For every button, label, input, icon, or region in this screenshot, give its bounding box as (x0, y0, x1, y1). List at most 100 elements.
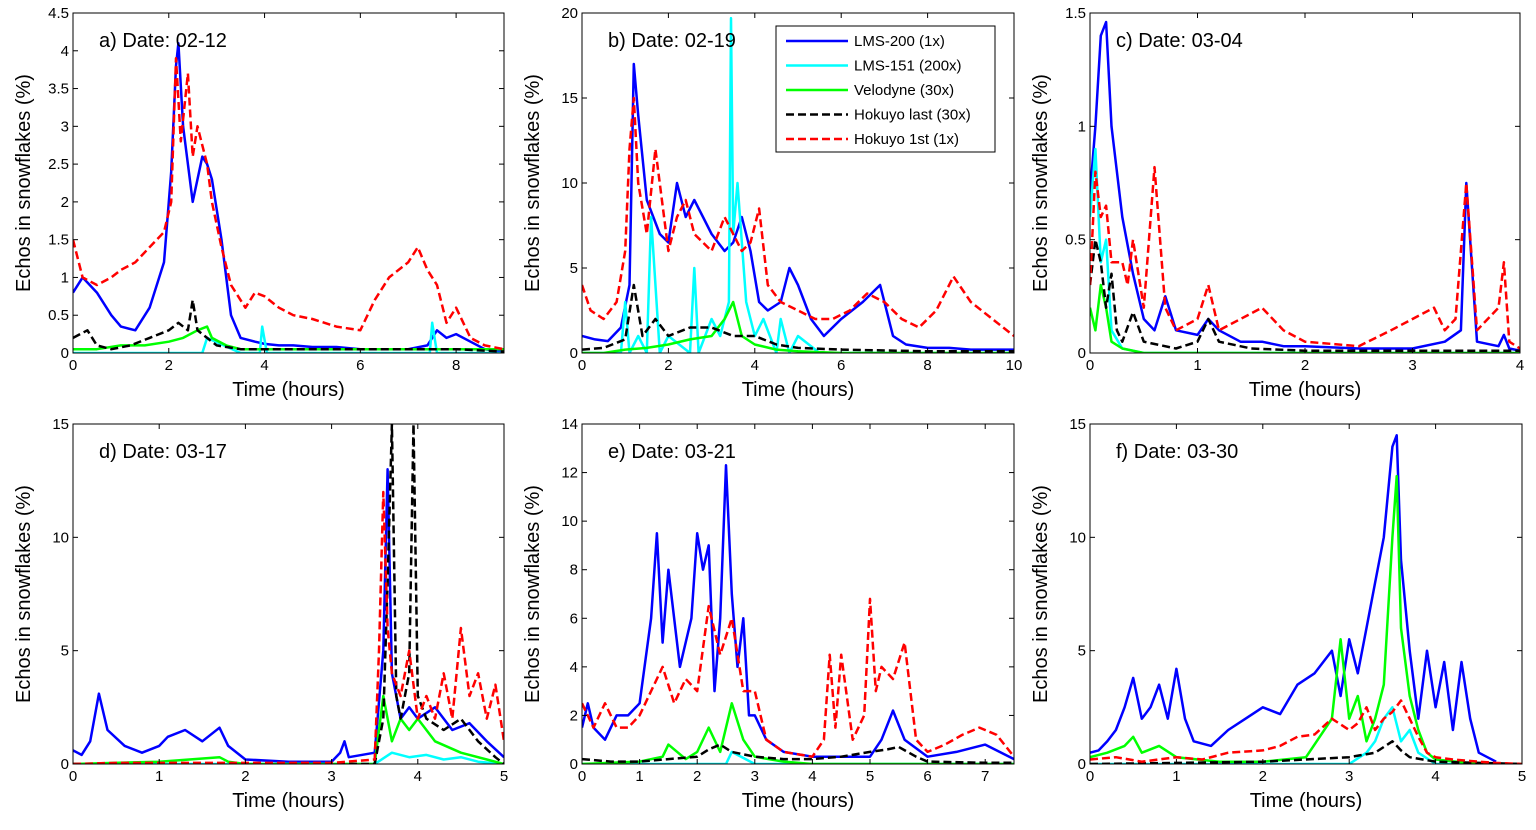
x-tick-label: 4 (751, 357, 759, 374)
x-tick-label: 6 (923, 768, 931, 785)
y-axis-label: Echos in snowflakes (%) (13, 485, 35, 703)
y-tick-label: 5 (570, 260, 578, 277)
y-tick-label: 0 (570, 756, 578, 773)
x-tick-label: 0 (69, 768, 77, 785)
x-tick-label: 0 (1086, 768, 1094, 785)
series-line-4 (73, 424, 504, 764)
y-tick-label: 4.5 (48, 5, 69, 22)
y-tick-label: 10 (561, 513, 578, 530)
y-tick-label: 0 (570, 345, 578, 362)
x-tick-label: 4 (1516, 357, 1524, 374)
y-tick-label: 15 (561, 90, 578, 107)
y-tick-label: 0 (61, 756, 69, 773)
x-tick-label: 1 (1193, 357, 1201, 374)
y-tick-label: 0 (61, 345, 69, 362)
series-line-3 (1090, 474, 1522, 764)
x-tick-label: 5 (1518, 768, 1526, 785)
y-tick-label: 14 (561, 416, 578, 433)
legend-label-3: Velodyne (30x) (854, 82, 954, 99)
panel-c: 0 1 2 3 4 0 0.5 1 1.5 Time (hours) Echos in snowfl… (1030, 5, 1524, 401)
y-tick-label: 5 (1078, 643, 1086, 660)
x-tick-label: 1 (635, 768, 643, 785)
y-tick-label: 0.5 (1065, 232, 1086, 249)
x-tick-label: 2 (165, 357, 173, 374)
x-axis-label: Time (hours) (742, 379, 855, 401)
y-tick-label: 3.5 (48, 81, 69, 98)
y-tick-label: 5 (61, 643, 69, 660)
series-line-4 (582, 283, 1014, 353)
y-tick-label: 1 (61, 269, 69, 286)
y-tick-label: 10 (1069, 529, 1086, 546)
x-axis-label: Time (hours) (742, 790, 855, 812)
series-group (1090, 20, 1520, 353)
panel-title: d) Date: 03-17 (99, 441, 227, 463)
series-line-1 (582, 464, 1014, 761)
x-tick-label: 4 (808, 768, 816, 785)
series-group (1090, 434, 1522, 764)
series-group (73, 41, 504, 353)
x-tick-label: 0 (578, 357, 586, 374)
x-tick-label: 10 (1006, 357, 1023, 374)
panel-title: c) Date: 03-04 (1116, 30, 1243, 52)
series-line-2 (582, 16, 1014, 353)
axes-frame (581, 423, 1015, 765)
series-line-3 (582, 300, 1014, 353)
series-line-3 (73, 694, 504, 764)
legend-label-2: LMS-151 (200x) (854, 58, 962, 75)
legend: LMS-200 (1x) LMS-151 (200x) Velodyne (30x)… (775, 25, 996, 153)
x-tick-label: 4 (260, 357, 268, 374)
panel-title: a) Date: 02-12 (99, 30, 227, 52)
y-axis-label: Echos in snowflakes (%) (522, 485, 544, 703)
y-tick-label: 0 (1078, 345, 1086, 362)
legend-label-5: Hokuyo 1st (1x) (854, 131, 959, 148)
series-line-4 (1090, 740, 1522, 764)
series-group (582, 16, 1014, 353)
x-tick-label: 2 (693, 768, 701, 785)
y-tick-label: 0.5 (48, 307, 69, 324)
y-tick-label: 0 (1078, 756, 1086, 773)
x-tick-label: 3 (751, 768, 759, 785)
legend-label-4: Hokuyo last (30x) (854, 107, 971, 124)
series-line-2 (73, 321, 504, 353)
y-tick-label: 10 (561, 175, 578, 192)
x-tick-label: 4 (414, 768, 422, 785)
x-tick-label: 2 (664, 357, 672, 374)
y-tick-label: 15 (52, 416, 69, 433)
y-tick-label: 4 (61, 43, 69, 60)
series-line-4 (582, 743, 1014, 764)
y-tick-label: 10 (52, 529, 69, 546)
x-tick-label: 1 (1172, 768, 1180, 785)
x-tick-label: 4 (1431, 768, 1439, 785)
panel-a: 0 2 4 6 8 0 0.5 1 1.5 2 2.5 3 3.5 4 4.5 Time (hours) Ech… (13, 5, 505, 401)
series-line-5 (1090, 699, 1522, 764)
x-tick-label: 8 (452, 357, 460, 374)
panel-title: f) Date: 03-30 (1116, 441, 1238, 463)
panel-title: e) Date: 03-21 (608, 441, 736, 463)
series-line-5 (73, 57, 504, 351)
series-line-5 (582, 96, 1014, 337)
y-tick-label: 2 (61, 194, 69, 211)
x-tick-label: 0 (1086, 357, 1094, 374)
x-tick-label: 2 (1301, 357, 1309, 374)
x-axis-label: Time (hours) (1249, 379, 1362, 401)
x-tick-label: 3 (1345, 768, 1353, 785)
y-tick-label: 1 (1078, 118, 1086, 135)
x-tick-label: 6 (356, 357, 364, 374)
series-line-3 (1090, 283, 1520, 353)
plot-area (73, 424, 504, 764)
x-tick-label: 0 (69, 357, 77, 374)
x-tick-label: 5 (866, 768, 874, 785)
y-axis-label: Echos in snowflakes (%) (1030, 74, 1052, 292)
y-tick-label: 1.5 (48, 232, 69, 249)
series-line-2 (1090, 706, 1522, 764)
axes-frame (72, 12, 505, 354)
x-tick-label: 0 (578, 768, 586, 785)
plot-area (582, 424, 1014, 764)
axes-frame (72, 423, 505, 765)
y-tick-label: 1.5 (1065, 5, 1086, 22)
axes-frame (1089, 423, 1523, 765)
plot-area (1090, 13, 1520, 353)
series-line-4 (73, 298, 504, 353)
